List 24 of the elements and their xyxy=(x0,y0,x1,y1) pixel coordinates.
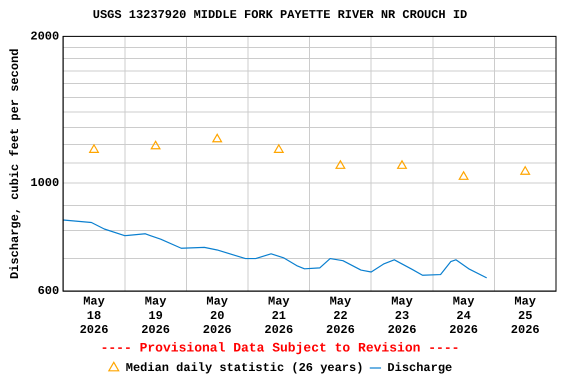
x-tick-label: May 18 2026 xyxy=(80,294,108,338)
x-tick-label: May 20 2026 xyxy=(202,294,232,338)
text: ---- Provisional Data Subject to Revision ---- xyxy=(100,340,460,356)
point xyxy=(89,144,99,153)
x-tick-label: May 19 2026 xyxy=(141,294,170,338)
x-tick-label: May 22 2026 xyxy=(326,294,355,338)
y-tick-label: 1000 xyxy=(30,176,60,190)
point xyxy=(150,140,161,150)
x-tick-label: May 21 2026 xyxy=(264,294,294,338)
point xyxy=(520,166,530,175)
x-tick-label: May 25 2026 xyxy=(510,294,540,338)
point xyxy=(335,160,346,169)
legend-label: Discharge xyxy=(387,361,452,376)
point xyxy=(397,160,407,169)
x-tick-label: May 24 2026 xyxy=(449,294,478,338)
x-tick-label: May 23 2026 xyxy=(388,294,416,338)
point xyxy=(458,171,469,180)
y-tick-label: 600 xyxy=(38,284,60,298)
point xyxy=(274,144,284,153)
y-axis-title: Discharge, cubic feet per second xyxy=(8,48,22,280)
legend-label: Median daily statistic (26 years) xyxy=(126,361,364,376)
chart-title: USGS 13237920 MIDDLE FORK PAYETTE RIVER NR CROUCH ID xyxy=(92,8,468,22)
y-tick-label: 2000 xyxy=(30,29,60,44)
point xyxy=(212,134,222,142)
